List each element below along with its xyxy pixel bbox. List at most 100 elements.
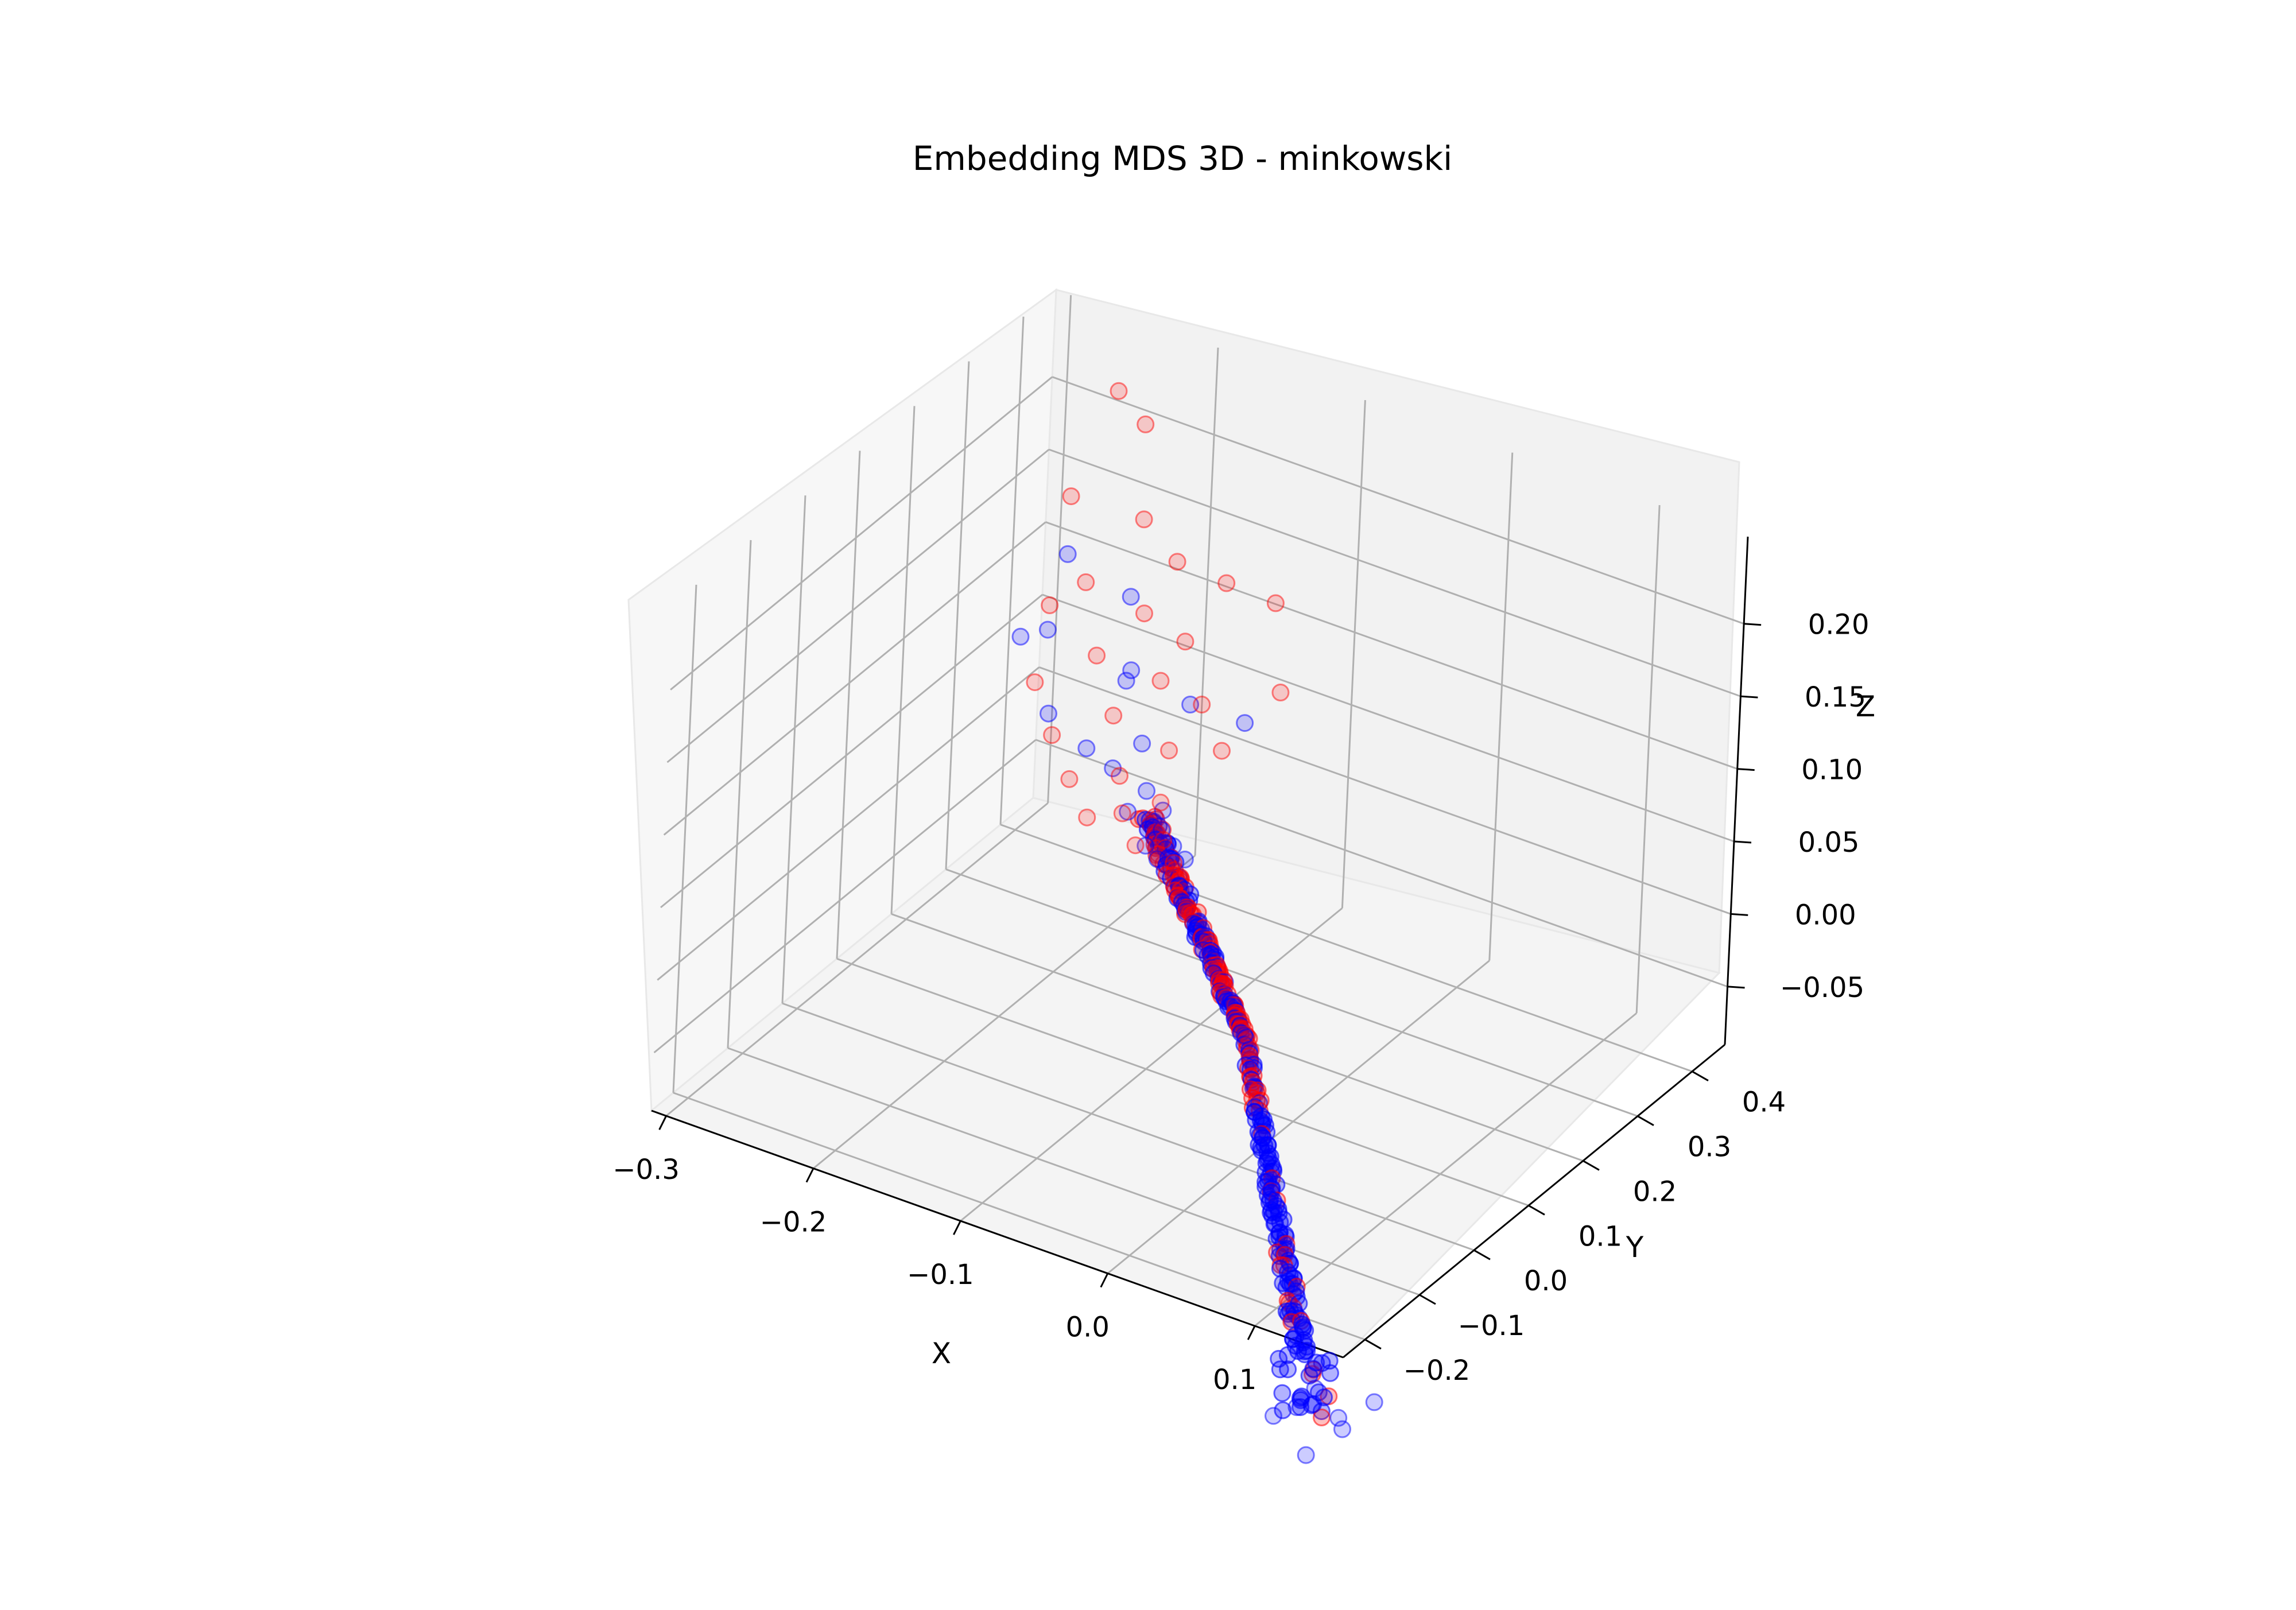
x-grid-floor xyxy=(1254,1012,1638,1327)
z-grid-side xyxy=(657,666,1040,981)
z-grid-side xyxy=(663,521,1046,836)
blue-point xyxy=(1077,739,1096,758)
blue-point xyxy=(1304,1395,1322,1413)
blue-point xyxy=(1320,1352,1339,1370)
z-grid-side xyxy=(670,376,1053,690)
blue-point xyxy=(1365,1393,1383,1411)
x-tick-mark xyxy=(805,1167,815,1183)
z-grid-back xyxy=(1048,448,1741,697)
x-tick-mark xyxy=(1100,1273,1109,1288)
z-tick-mark xyxy=(1740,695,1758,699)
y-grid-side xyxy=(781,495,806,1004)
blue-point xyxy=(1235,1026,1254,1045)
red-point xyxy=(1176,633,1194,651)
x-tick-mark xyxy=(658,1115,667,1130)
z-tick-label: 0.20 xyxy=(1808,609,1870,641)
z-grid-side xyxy=(666,448,1050,763)
x-grid-back xyxy=(1635,505,1661,1014)
z-tick-label: 0.15 xyxy=(1805,681,1866,713)
red-point xyxy=(1104,707,1123,725)
red-point xyxy=(1043,726,1061,744)
x-grid-floor xyxy=(960,907,1343,1222)
y-grid-side xyxy=(999,316,1025,825)
z-axis-line xyxy=(1724,536,1749,1045)
blue-point xyxy=(1104,759,1122,778)
blue-point xyxy=(1122,661,1141,680)
z-tick-label: 0.10 xyxy=(1801,754,1863,786)
blue-point xyxy=(1279,1360,1297,1379)
x-grid-back xyxy=(1194,347,1219,856)
x-grid-floor xyxy=(665,802,1049,1117)
blue-point xyxy=(1265,1407,1282,1425)
y-tick-label: −0.2 xyxy=(1403,1355,1471,1387)
red-point xyxy=(1062,487,1080,506)
x-ticks: −0.3 −0.2 −0.1 0.0 0.1 xyxy=(612,1115,1256,1396)
blue-point xyxy=(1321,1364,1339,1382)
data-points xyxy=(1011,382,1383,1464)
blue-point xyxy=(1138,782,1155,800)
blue-point xyxy=(1038,620,1057,639)
blue-point xyxy=(1133,734,1151,752)
blue-point xyxy=(1176,851,1194,868)
z-grid-side xyxy=(653,739,1037,1054)
x-tick-label: −0.2 xyxy=(760,1206,827,1239)
z-tick-label: 0.05 xyxy=(1798,827,1860,859)
z-ticks: −0.05 0.00 0.05 0.10 0.15 0.20 xyxy=(1727,609,1870,1004)
blue-point xyxy=(1287,1398,1306,1417)
z-tick-mark xyxy=(1737,768,1755,771)
red-point xyxy=(1026,673,1044,692)
y-tick-label: 0.0 xyxy=(1524,1265,1568,1297)
y-grid-side xyxy=(672,584,697,1093)
y-grid-floor xyxy=(673,1092,1366,1341)
z-tick-mark xyxy=(1733,840,1752,844)
x-grid-back xyxy=(1488,452,1514,961)
y-tick-label: −0.1 xyxy=(1458,1310,1525,1342)
y-tick-label: 0.3 xyxy=(1688,1131,1731,1163)
blue-point xyxy=(1011,627,1030,646)
blue-point xyxy=(1236,714,1254,732)
x-grid-floor xyxy=(813,855,1196,1169)
y-ticks: −0.2 −0.1 0.0 0.1 0.2 0.3 0.4 xyxy=(1364,1070,1786,1387)
red-point xyxy=(1168,553,1186,571)
y-grid-floor xyxy=(1000,824,1693,1073)
red-point xyxy=(1060,770,1079,788)
blue-point xyxy=(1274,1401,1292,1419)
z-tick-mark xyxy=(1731,913,1748,916)
blue-point xyxy=(1137,836,1155,855)
y-tick-mark xyxy=(1419,1294,1436,1305)
blue-point xyxy=(1181,696,1200,713)
red-point xyxy=(1217,574,1236,592)
x-tick-label: −0.1 xyxy=(907,1259,974,1291)
y-axis-label: Y xyxy=(1626,1231,1644,1264)
z-tick-mark xyxy=(1727,986,1745,989)
red-point xyxy=(1077,573,1095,591)
y-grid-side xyxy=(890,406,916,914)
x-tick-label: 0.1 xyxy=(1213,1364,1256,1396)
z-tick-label: −0.05 xyxy=(1780,972,1864,1004)
red-point xyxy=(1271,684,1290,701)
y-grid-floor xyxy=(727,1047,1420,1296)
y-tick-mark xyxy=(1364,1339,1382,1350)
red-point xyxy=(1113,804,1131,823)
z-tick-label: 0.00 xyxy=(1795,899,1856,931)
x-axis-label: X xyxy=(932,1337,951,1370)
blue-point xyxy=(1148,850,1166,868)
x-tick-mark xyxy=(953,1220,961,1235)
y-grid-floor xyxy=(782,1002,1475,1251)
blue-point xyxy=(1164,837,1182,855)
z-grid-back xyxy=(1035,739,1728,988)
y-grid-side xyxy=(727,540,752,1049)
blue-point xyxy=(1271,1259,1289,1278)
red-point xyxy=(1160,742,1178,759)
red-point xyxy=(1266,594,1285,612)
z-grid-side xyxy=(660,593,1043,909)
red-point xyxy=(1110,382,1128,400)
y-grid-side xyxy=(836,451,861,959)
z-grid-back xyxy=(1052,376,1744,625)
x-grid-back xyxy=(1341,400,1366,909)
z-axis-label: Z xyxy=(1856,690,1875,723)
red-point xyxy=(1151,672,1170,690)
blue-point xyxy=(1119,802,1137,821)
x-tick-mark xyxy=(1247,1325,1256,1340)
